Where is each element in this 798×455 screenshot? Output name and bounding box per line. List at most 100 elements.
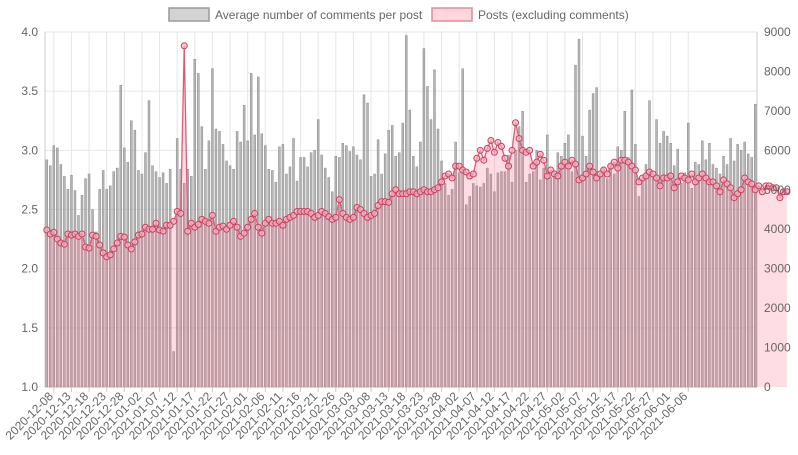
comment-bar <box>235 131 239 388</box>
posts-point <box>716 188 724 196</box>
comment-bar <box>567 134 570 388</box>
comment-bar <box>373 173 376 388</box>
y-right-tick-label: 9000 <box>764 25 791 39</box>
comment-bar <box>207 140 211 388</box>
posts-point <box>755 182 763 190</box>
comment-bar <box>168 169 172 388</box>
comment-bar <box>94 231 98 388</box>
posts-point <box>688 170 696 178</box>
posts-point <box>487 136 495 144</box>
posts-point <box>127 245 135 253</box>
comment-bar <box>461 68 464 388</box>
comment-bar <box>63 176 66 388</box>
y-right-tick-label: 0 <box>764 380 771 394</box>
comment-bar <box>331 191 334 388</box>
comment-bar <box>556 152 560 388</box>
comment-bar <box>746 153 750 388</box>
posts-point <box>208 211 216 219</box>
y-right-tick-label: 6000 <box>764 143 791 157</box>
comment-bar <box>133 129 137 388</box>
posts-point <box>670 184 678 192</box>
comment-bar <box>242 105 246 388</box>
posts-point <box>610 158 618 166</box>
posts-point <box>177 209 185 217</box>
comment-bar <box>302 157 306 388</box>
comment-bar <box>419 141 422 388</box>
posts-point <box>96 241 104 249</box>
comment-bar <box>595 87 598 388</box>
y-left-tick-label: 4.0 <box>21 25 38 39</box>
posts-point <box>120 233 128 241</box>
comment-bar <box>729 138 732 388</box>
comment-bar <box>658 142 662 388</box>
comment-bar <box>172 351 175 388</box>
comment-bar <box>295 180 299 388</box>
comment-bar <box>496 172 500 388</box>
y-right-tick-label: 4000 <box>764 222 791 236</box>
posts-point <box>194 220 202 228</box>
comment-bar <box>591 93 595 388</box>
comment-bar <box>549 177 553 388</box>
comment-bar <box>221 144 225 388</box>
posts-point <box>501 154 509 162</box>
posts-point <box>434 184 442 192</box>
posts-point <box>240 229 248 237</box>
legend-label-comments: Average number of comments per post <box>215 8 423 22</box>
posts-point <box>526 146 534 154</box>
posts-point <box>230 217 238 225</box>
comment-bar <box>313 150 316 388</box>
posts-point <box>490 148 498 156</box>
comment-bar <box>390 125 394 388</box>
y-left-tick-label: 3.5 <box>21 84 38 98</box>
posts-point <box>783 188 791 196</box>
comment-bar <box>91 209 94 388</box>
y-right-tick-label: 7000 <box>764 104 791 118</box>
comment-bar <box>613 173 616 388</box>
posts-point <box>653 174 661 182</box>
comment-bar <box>73 190 77 388</box>
area-series-posts <box>43 42 791 388</box>
comment-bar <box>204 169 207 388</box>
comment-bar <box>503 171 507 388</box>
comment-bar <box>718 173 722 388</box>
comment-bar <box>539 179 542 388</box>
comment-bar <box>253 134 256 388</box>
posts-point <box>748 180 756 188</box>
comment-bar <box>394 156 397 388</box>
posts-point <box>233 223 241 231</box>
comment-bar <box>415 166 419 388</box>
posts-point <box>184 227 192 235</box>
comment-bar <box>531 171 535 388</box>
bar-series-comments <box>45 35 757 388</box>
y-axis-right: 0 1000 2000 3000 4000 5000 6000 7000 8000 9000 <box>764 25 791 394</box>
legend-item-posts[interactable]: Posts (excluding comments) <box>431 7 629 22</box>
comment-bar <box>732 160 736 388</box>
comment-bar <box>736 144 739 388</box>
comment-bar <box>49 165 52 388</box>
posts-point <box>737 186 745 194</box>
comment-bar <box>183 183 186 388</box>
comment-bar <box>482 183 486 388</box>
comment-bar <box>112 171 115 388</box>
comment-bar <box>359 159 362 388</box>
posts-point <box>385 198 393 206</box>
comment-bar <box>630 89 634 388</box>
comment-bar <box>147 100 151 388</box>
legend-item-comments[interactable]: Average number of comments per post <box>168 7 423 22</box>
posts-point <box>92 232 100 240</box>
comment-bar <box>570 171 574 388</box>
comment-bar <box>320 154 323 388</box>
comment-bar <box>323 167 327 388</box>
y-right-tick-label: 1000 <box>764 341 791 355</box>
comment-bar <box>137 170 140 388</box>
comment-bar <box>179 169 182 388</box>
posts-point <box>727 184 735 192</box>
comment-bar <box>80 195 84 388</box>
comment-bar <box>66 189 70 388</box>
comment-bar <box>697 164 701 388</box>
comment-bar <box>154 171 158 388</box>
posts-point <box>667 172 675 180</box>
comment-bar <box>743 141 746 388</box>
y-left-tick-label: 1.5 <box>21 321 38 335</box>
comment-bar <box>662 131 665 388</box>
